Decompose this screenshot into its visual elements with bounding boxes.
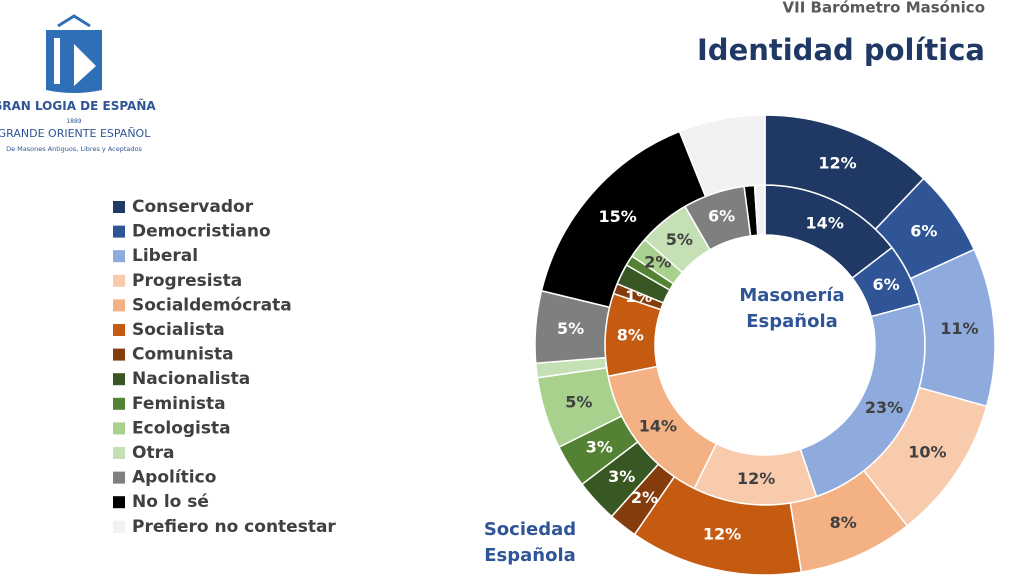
logo-compass: [57, 14, 91, 28]
data-label: 2%: [631, 488, 658, 507]
legend-label: Feminista: [132, 394, 226, 414]
logo-mark: [74, 44, 96, 86]
data-label: 8%: [830, 513, 857, 532]
legend-label: No lo sé: [132, 492, 209, 512]
data-label: 3%: [586, 437, 613, 456]
data-label: 12%: [703, 525, 741, 544]
data-label: 6%: [910, 221, 937, 240]
data-label: 6%: [708, 207, 735, 226]
series-label: Masonería Española: [739, 285, 845, 332]
data-label: 5%: [666, 230, 693, 249]
logo-mark: [54, 38, 60, 84]
data-label: 10%: [908, 443, 946, 462]
donut-segment: [678, 114, 766, 198]
data-label: 11%: [940, 319, 978, 338]
legend-label: Socialdemócrata: [132, 295, 292, 315]
logo-text: 1889: [66, 118, 81, 125]
legend-label: Progresista: [132, 271, 242, 291]
data-label: 5%: [557, 319, 584, 338]
legend-swatch: [113, 348, 125, 361]
legend-swatch: [113, 520, 125, 533]
legend-label: Ecologista: [132, 418, 231, 438]
data-label: 8%: [617, 326, 644, 345]
logo-text: De Masones Antiguos, Libres y Aceptados: [6, 145, 142, 153]
legend-label: Conservador: [132, 197, 254, 217]
legend-label: Comunista: [132, 345, 234, 365]
legend-swatch: [113, 447, 125, 459]
data-label: 15%: [598, 207, 636, 226]
data-label: 12%: [818, 153, 856, 172]
legend-swatch: [113, 471, 125, 484]
data-label: 23%: [865, 398, 903, 417]
data-label: 6%: [872, 275, 899, 294]
legend-label: Apolítico: [132, 468, 216, 488]
logo-text: GRANDE ORIENTE ESPAÑOL: [0, 127, 151, 140]
chart-title: Identidad política: [697, 33, 985, 67]
legend-swatch: [113, 397, 125, 410]
legend-label: Nacionalista: [132, 369, 250, 389]
legend-swatch: [113, 250, 125, 263]
legend-swatch: [113, 274, 125, 287]
data-label: 3%: [608, 467, 635, 486]
logo-text: GRAN LOGIA DE ESPAÑA: [0, 98, 156, 113]
legend-label: Prefiero no contestar: [132, 517, 336, 537]
legend-label: Socialista: [132, 320, 225, 340]
data-label: 14%: [806, 213, 844, 232]
legend-label: Liberal: [132, 246, 198, 266]
series-label: Sociedad Española: [483, 519, 577, 566]
legend-swatch: [113, 225, 125, 238]
legend-swatch: [113, 422, 125, 435]
legend-swatch: [113, 201, 125, 213]
legend-swatch: [113, 324, 125, 336]
legend-swatch: [113, 373, 125, 386]
logo: [46, 14, 102, 93]
subtitle: VII Barómetro Masónico: [783, 0, 985, 17]
legend-swatch: [113, 496, 125, 509]
legend-label: Otra: [132, 443, 174, 463]
data-label: 14%: [639, 417, 677, 436]
legend-swatch: [113, 299, 125, 312]
data-label: 12%: [737, 469, 775, 488]
legend-label: Democristiano: [132, 222, 271, 242]
data-label: 5%: [565, 392, 592, 411]
